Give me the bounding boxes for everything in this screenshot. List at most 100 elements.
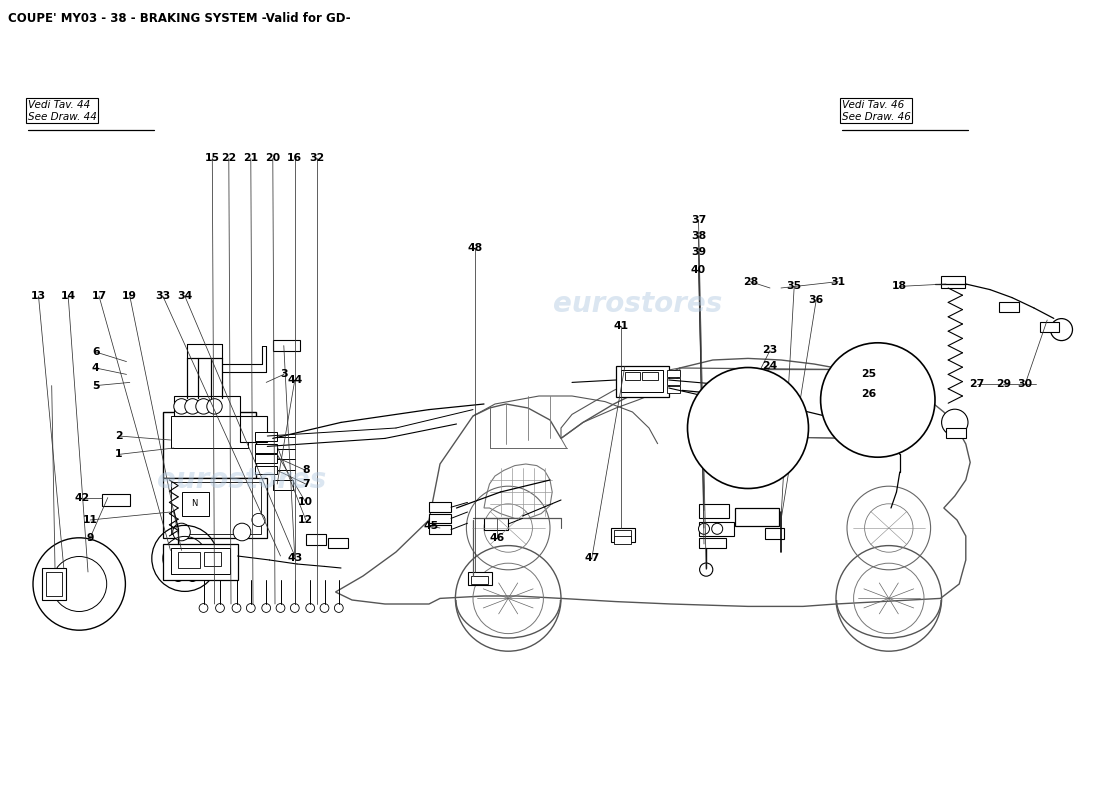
Text: Vedi Tav. 44
See Draw. 44: Vedi Tav. 44 See Draw. 44	[28, 100, 97, 122]
Bar	[429, 525, 451, 534]
Text: 45: 45	[424, 522, 439, 531]
Text: 19: 19	[122, 291, 138, 301]
Text: 28: 28	[742, 277, 758, 286]
Bar	[698, 522, 734, 536]
Circle shape	[196, 398, 211, 414]
Circle shape	[216, 603, 224, 613]
Circle shape	[276, 603, 285, 613]
Bar	[255, 432, 277, 441]
Text: 38: 38	[691, 231, 706, 241]
Text: COUPE' MY03 - 38 - BRAKING SYSTEM -Valid for GD-: COUPE' MY03 - 38 - BRAKING SYSTEM -Valid…	[8, 12, 351, 25]
Circle shape	[700, 563, 713, 576]
Circle shape	[33, 538, 125, 630]
Text: 8: 8	[302, 466, 309, 475]
Text: 7: 7	[302, 479, 309, 489]
Bar	[720, 438, 737, 446]
Text: 21: 21	[243, 154, 258, 163]
Bar	[163, 412, 256, 478]
Circle shape	[174, 398, 189, 414]
Circle shape	[187, 570, 198, 582]
Bar	[255, 454, 277, 463]
Bar	[946, 428, 966, 438]
Circle shape	[290, 603, 299, 613]
Text: 24: 24	[762, 362, 778, 371]
Bar	[735, 508, 779, 526]
Text: 22: 22	[221, 154, 236, 163]
Circle shape	[52, 557, 107, 611]
Circle shape	[821, 342, 935, 457]
Bar	[170, 548, 230, 574]
Text: 17: 17	[91, 291, 107, 301]
Text: 10: 10	[298, 498, 314, 507]
Bar	[204, 552, 221, 566]
Bar	[255, 466, 277, 474]
Text: 34: 34	[177, 291, 192, 301]
Text: 35: 35	[786, 282, 802, 291]
Circle shape	[232, 603, 241, 613]
Bar	[728, 418, 745, 425]
Bar	[614, 530, 631, 540]
Bar	[698, 504, 729, 518]
Text: 23: 23	[762, 346, 778, 355]
Bar	[42, 568, 66, 600]
Bar	[484, 518, 508, 530]
Text: 42: 42	[75, 493, 90, 502]
Text: eurostores: eurostores	[553, 290, 723, 318]
Text: 11: 11	[82, 515, 98, 525]
Circle shape	[207, 398, 222, 414]
Bar	[429, 514, 451, 523]
Text: 32: 32	[309, 154, 324, 163]
Bar	[306, 534, 326, 545]
Circle shape	[334, 603, 343, 613]
Text: 9: 9	[87, 533, 94, 542]
Circle shape	[698, 523, 710, 534]
Bar	[102, 494, 130, 506]
Text: 14: 14	[60, 291, 76, 301]
Bar	[240, 416, 267, 442]
Bar	[869, 416, 882, 423]
Bar	[621, 370, 663, 392]
Bar	[642, 372, 658, 380]
Text: 47: 47	[584, 554, 600, 563]
Text: 41: 41	[614, 322, 629, 331]
Circle shape	[320, 603, 329, 613]
Text: 31: 31	[830, 277, 846, 286]
Circle shape	[185, 398, 200, 414]
Circle shape	[173, 570, 184, 582]
Bar	[999, 302, 1019, 312]
Circle shape	[199, 603, 208, 613]
Text: eurostores: eurostores	[157, 466, 327, 494]
Bar	[720, 428, 745, 436]
Circle shape	[173, 523, 190, 541]
Circle shape	[262, 603, 271, 613]
Bar	[614, 536, 631, 544]
Bar	[328, 538, 348, 548]
Bar	[616, 366, 669, 397]
Text: Vedi Tav. 46
See Draw. 46: Vedi Tav. 46 See Draw. 46	[842, 100, 911, 122]
Bar	[856, 405, 883, 413]
Bar	[468, 572, 492, 585]
Circle shape	[688, 367, 808, 489]
Text: 25: 25	[861, 370, 877, 379]
Circle shape	[246, 603, 255, 613]
Bar	[610, 528, 635, 542]
Bar	[858, 394, 878, 401]
Text: 37: 37	[691, 215, 706, 225]
Bar	[667, 370, 680, 377]
Text: 5: 5	[92, 381, 99, 390]
Text: 16: 16	[287, 154, 303, 163]
Text: 46: 46	[490, 533, 505, 542]
Bar	[667, 386, 680, 393]
Bar	[739, 418, 752, 425]
Text: 15: 15	[205, 154, 220, 163]
Text: 29: 29	[996, 379, 1011, 389]
Circle shape	[252, 514, 265, 526]
Bar	[429, 502, 451, 512]
Text: 1: 1	[116, 450, 122, 459]
Bar	[178, 552, 200, 568]
Bar	[163, 544, 238, 580]
Text: N: N	[191, 499, 198, 509]
Bar	[940, 276, 965, 288]
Bar	[170, 482, 261, 534]
Bar	[1040, 322, 1059, 332]
